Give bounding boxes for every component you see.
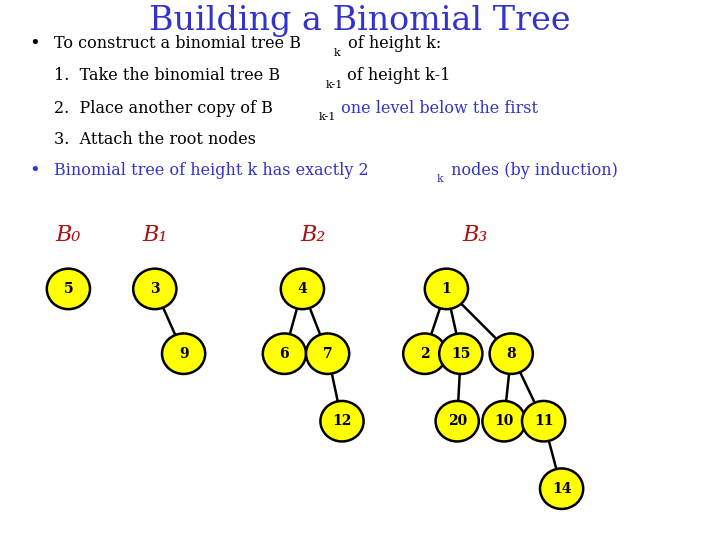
Text: k: k [436, 174, 444, 185]
Text: 10: 10 [495, 414, 513, 428]
Text: 2.  Place another copy of B: 2. Place another copy of B [54, 100, 273, 117]
Ellipse shape [482, 401, 526, 442]
Text: of height k:: of height k: [343, 35, 441, 52]
Text: 3.  Attach the root nodes: 3. Attach the root nodes [54, 131, 256, 148]
Text: k: k [334, 48, 341, 58]
Text: 2: 2 [420, 347, 430, 361]
Text: •: • [29, 162, 40, 180]
Text: 5: 5 [63, 282, 73, 296]
Text: 14: 14 [552, 482, 572, 496]
Ellipse shape [133, 268, 176, 309]
Text: B₁: B₁ [142, 224, 168, 246]
Ellipse shape [263, 333, 306, 374]
Text: 15: 15 [451, 347, 470, 361]
Ellipse shape [436, 401, 479, 442]
Text: 8: 8 [506, 347, 516, 361]
Ellipse shape [47, 268, 90, 309]
Text: B₃: B₃ [462, 224, 488, 246]
Ellipse shape [425, 268, 468, 309]
Ellipse shape [522, 401, 565, 442]
Text: of height k-1: of height k-1 [342, 68, 451, 84]
Text: •: • [29, 35, 40, 53]
Text: 20: 20 [448, 414, 467, 428]
Text: 4: 4 [297, 282, 307, 296]
Text: Binomial tree of height k has exactly 2: Binomial tree of height k has exactly 2 [54, 162, 369, 179]
Text: 6: 6 [279, 347, 289, 361]
Text: k-1: k-1 [325, 80, 343, 90]
Text: B₀: B₀ [55, 224, 81, 246]
Text: 9: 9 [179, 347, 189, 361]
Text: 11: 11 [534, 414, 554, 428]
Text: Building a Binomial Tree: Building a Binomial Tree [149, 5, 571, 37]
Text: nodes (by induction): nodes (by induction) [446, 162, 618, 179]
Ellipse shape [162, 333, 205, 374]
Ellipse shape [320, 401, 364, 442]
Text: 1: 1 [441, 282, 451, 296]
Text: one level below the first: one level below the first [336, 100, 538, 117]
Text: 3: 3 [150, 282, 160, 296]
Text: k-1: k-1 [319, 112, 336, 123]
Text: To construct a binomial tree B: To construct a binomial tree B [54, 35, 301, 52]
Text: B₂: B₂ [300, 224, 326, 246]
Ellipse shape [490, 333, 533, 374]
Ellipse shape [403, 333, 446, 374]
Text: 12: 12 [333, 414, 351, 428]
Text: 1.  Take the binomial tree B: 1. Take the binomial tree B [54, 68, 280, 84]
Ellipse shape [439, 333, 482, 374]
Text: 7: 7 [323, 347, 333, 361]
Ellipse shape [306, 333, 349, 374]
Ellipse shape [281, 268, 324, 309]
Ellipse shape [540, 468, 583, 509]
